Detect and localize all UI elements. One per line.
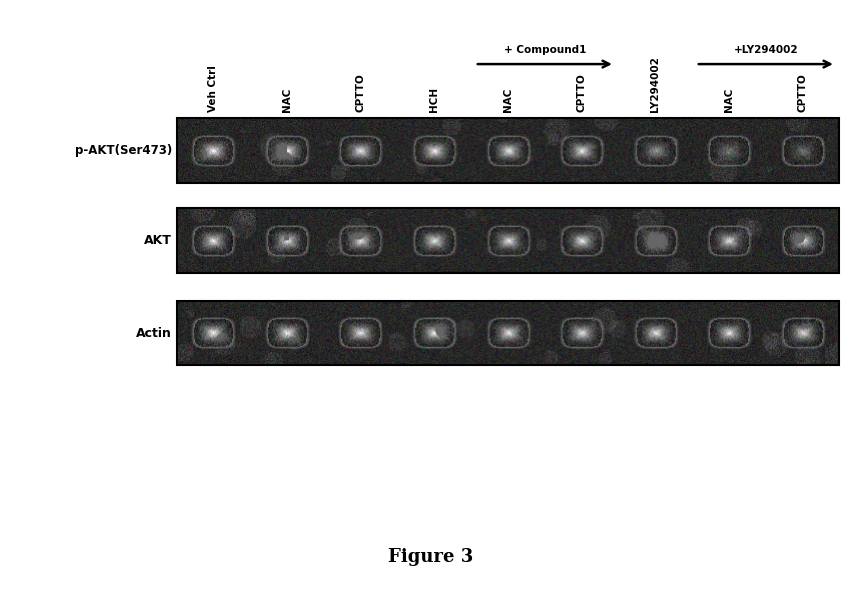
- Bar: [177, 301, 839, 365]
- Text: LY294002: LY294002: [650, 56, 660, 112]
- Text: NAC: NAC: [724, 87, 734, 112]
- Bar: [177, 208, 839, 273]
- Text: NAC: NAC: [282, 87, 292, 112]
- Text: HCH: HCH: [430, 87, 439, 112]
- Text: CPTTO: CPTTO: [356, 73, 366, 112]
- Text: CPTTO: CPTTO: [797, 73, 808, 112]
- Text: Figure 3: Figure 3: [387, 548, 474, 566]
- Text: CPTTO: CPTTO: [577, 73, 586, 112]
- Text: p-AKT(Ser473): p-AKT(Ser473): [75, 144, 172, 157]
- Text: + Compound1: + Compound1: [504, 45, 586, 55]
- Text: AKT: AKT: [145, 234, 172, 247]
- Text: NAC: NAC: [503, 87, 513, 112]
- Text: Veh Ctrl: Veh Ctrl: [208, 65, 219, 112]
- Bar: [177, 118, 839, 183]
- Text: +LY294002: +LY294002: [734, 45, 798, 55]
- Text: Actin: Actin: [136, 326, 172, 340]
